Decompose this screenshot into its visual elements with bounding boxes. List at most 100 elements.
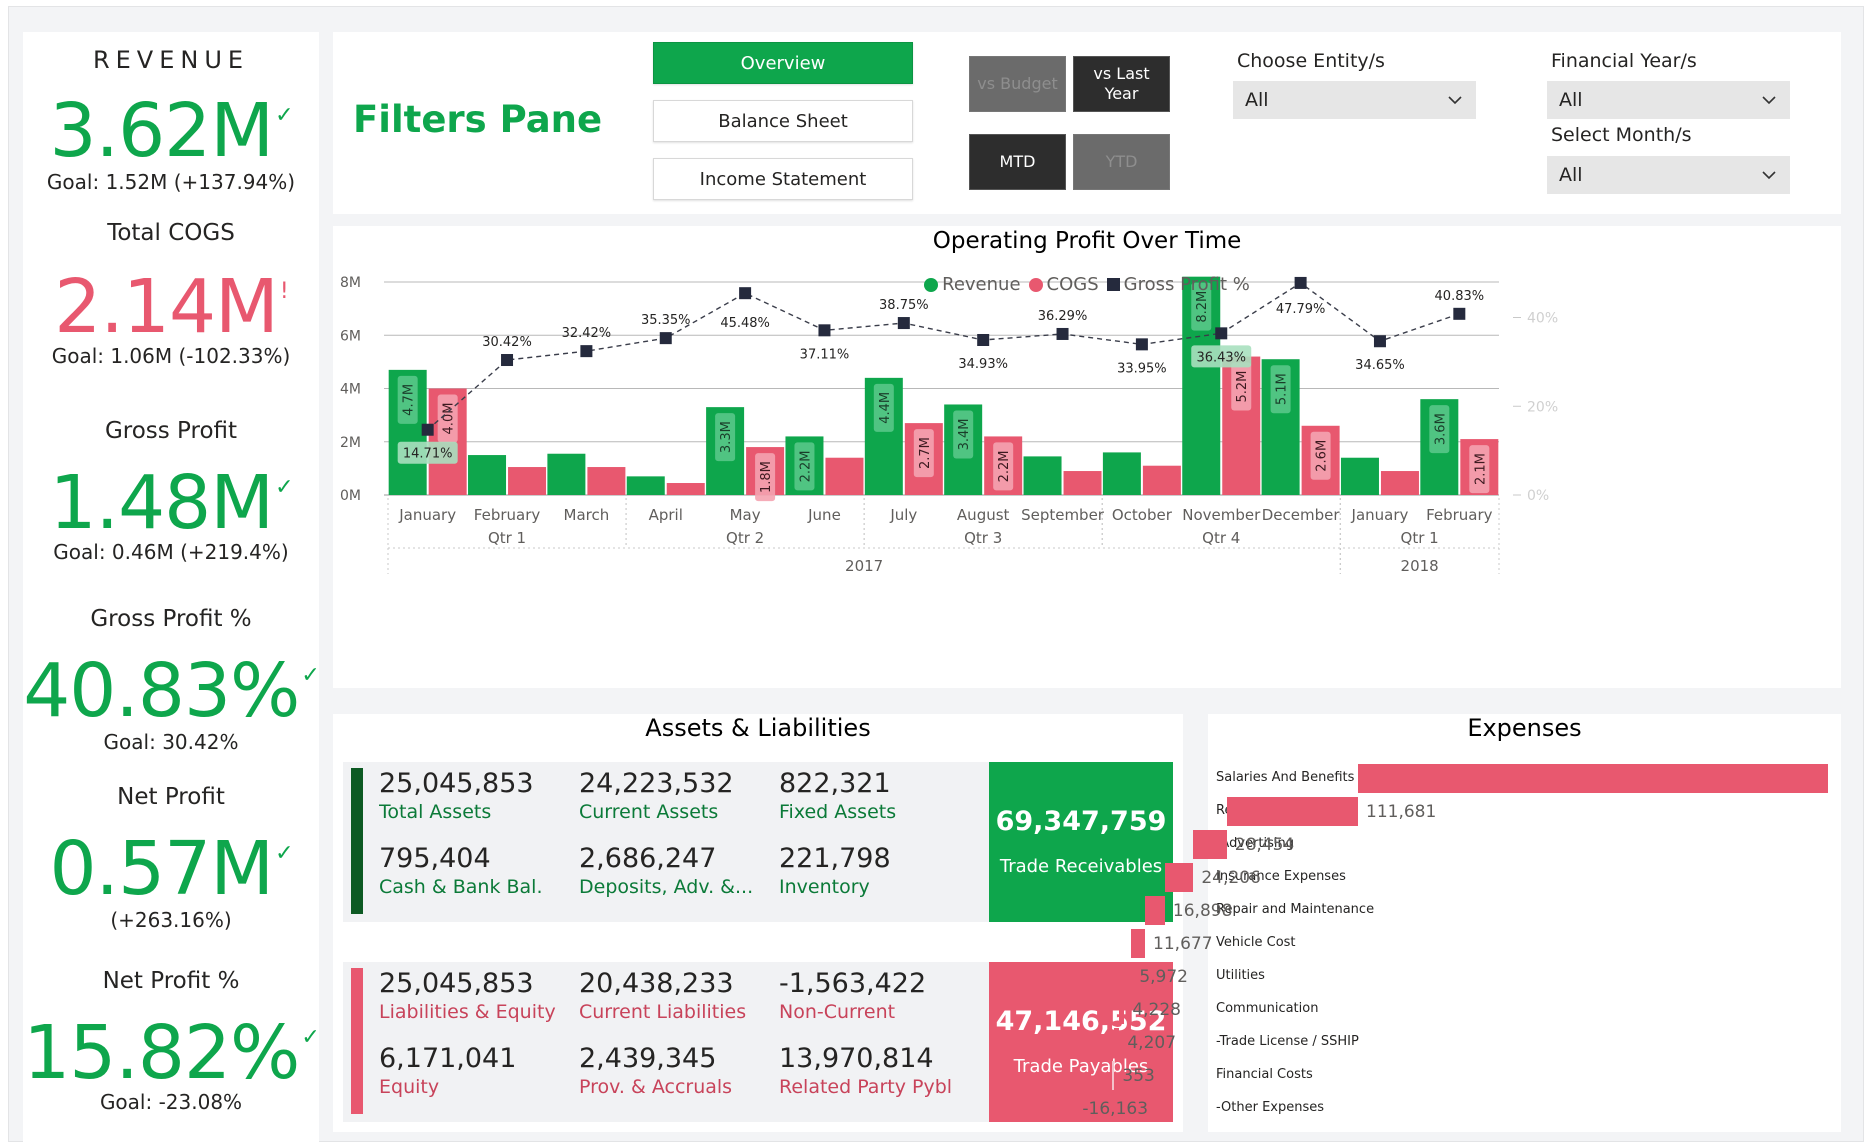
operating-profit-chart: 0M 2M 4M 6M 8M 0% 20% 40% 4.7M 4.0M 3.3M 1.8M 2.2M 4.… (333, 226, 1841, 688)
expense-bar (1114, 1028, 1120, 1057)
y-axis-tick-label: 8M (340, 275, 361, 291)
provisions-accruals-value: 2,439,345 (579, 1043, 717, 1074)
inventory-value: 221,798 (779, 843, 891, 874)
balance-sheet-button[interactable]: Balance Sheet (653, 100, 913, 142)
expense-label: Communication (1216, 1001, 1319, 1016)
revenue-data-label-bg (953, 410, 974, 459)
revenue-data-label-bg (397, 375, 418, 424)
check-icon: ✓ (275, 475, 293, 500)
gross-profit-pct-label: 40.83% (1435, 289, 1485, 304)
x-axis-month-label: May (730, 506, 761, 524)
legend-gross-profit-pct[interactable]: Gross Profit % (1106, 274, 1250, 295)
kpi-revenue-value: 3.62M✓ (49, 88, 293, 174)
kpi-revenue-goal: Goal: 1.52M (+137.94%) (46, 170, 296, 194)
expense-row[interactable]: Communication 4,228 (1119, 993, 1841, 1026)
trade-receivables-value: 69,347,759 (995, 806, 1167, 837)
revenue-data-label: 3.4M (957, 419, 972, 451)
chart-title: Operating Profit Over Time (932, 228, 1242, 254)
cogs-data-label-bg (993, 442, 1014, 491)
kpi-gross-profit-pct-title: Gross Profit % (90, 606, 252, 632)
revenue-data-label-bg (1191, 282, 1212, 331)
month-dropdown[interactable]: All (1547, 156, 1790, 194)
cash-bank-value: 795,404 (379, 843, 491, 874)
expense-row[interactable]: -Other Expenses -16,163 (1082, 1092, 1841, 1125)
entity-dropdown[interactable]: All (1233, 81, 1476, 119)
x-axis-month-label: August (957, 506, 1010, 524)
legend-gross-profit-pct-swatch (1106, 278, 1120, 291)
expense-row[interactable]: Financial Costs 353 (1112, 1059, 1841, 1092)
kpi-net-profit-pct-value: 15.82%✓ (23, 1010, 320, 1096)
expense-row[interactable]: Utilities 5,972 (1124, 960, 1841, 993)
expense-row[interactable]: -Trade License / SSHIP 4,207 (1114, 1026, 1841, 1059)
expense-label: Financial Costs (1216, 1067, 1313, 1082)
kpi-net-profit-value: 0.57M✓ (49, 826, 293, 912)
expense-row[interactable]: Insurance Expenses 24,206 (1164, 861, 1841, 894)
gross-profit-pct-point (1135, 338, 1148, 351)
gross-profit-pct-label: 32.42% (562, 326, 612, 341)
expense-bar (1124, 962, 1132, 991)
gross-profit-pct-label: 45.48% (720, 316, 770, 331)
legend-cogs[interactable]: COGS (1028, 274, 1099, 295)
legend-revenue[interactable]: Revenue (924, 274, 1021, 295)
y-axis-tick-label: 4M (340, 382, 361, 398)
cogs-data-label: 2.7M (918, 437, 933, 469)
expense-value: 16,898 (1172, 901, 1233, 921)
mtd-toggle[interactable]: MTD (969, 134, 1066, 190)
cogs-data-label-bg (913, 429, 934, 478)
x-axis-quarter-label: Qtr 3 (964, 529, 1002, 547)
gross-profit-pct-label: 33.95% (1117, 361, 1167, 376)
x-axis-month-label: September (1021, 506, 1105, 524)
kpi-gross-profit-pct-value: 40.83%✓ (23, 648, 320, 734)
revenue-bar (1102, 452, 1141, 495)
trade-payables-value: 47,146,552 (995, 1006, 1167, 1037)
non-current-label: Non-Current (779, 1001, 896, 1023)
cogs-bar (508, 467, 547, 495)
kpi-net-profit-pct-title: Net Profit % (102, 968, 240, 994)
vs-last-year-toggle[interactable]: vs Last Year (1073, 56, 1170, 112)
deposits-value: 2,686,247 (579, 843, 717, 874)
provisions-accruals: 2,439,345 Prov. & Accruals (579, 1043, 779, 1099)
gross-profit-pct-label: 36.43% (1196, 350, 1246, 365)
check-icon: ✓ (275, 103, 293, 128)
kpi-revenue-title: REVENUE (92, 46, 250, 74)
chevron-down-icon (1762, 96, 1776, 105)
total-assets-label: Total Assets (379, 801, 492, 823)
expense-row[interactable]: Rent Expenses111,681 (1208, 795, 1841, 828)
revenue-data-label: 3.6M (1433, 413, 1448, 445)
expense-row[interactable]: -Advertising 28,454 (1193, 828, 1841, 861)
cogs-data-label: 2.6M (1315, 440, 1330, 472)
vs-budget-toggle[interactable]: vs Budget (969, 56, 1066, 112)
expense-label: Insurance Expenses (1216, 869, 1346, 884)
gross-profit-pct-label: 30.42% (482, 335, 532, 350)
filters-pane-title: Filters Pane (353, 98, 603, 141)
expense-row[interactable]: Salaries And Benefits (1208, 762, 1841, 795)
year-dropdown[interactable]: All (1547, 81, 1790, 119)
check-icon: ✓ (301, 1025, 319, 1050)
y2-axis-tick-label: 20% (1527, 399, 1558, 415)
overview-button[interactable]: Overview (653, 42, 913, 84)
expense-bar (1112, 1061, 1115, 1090)
legend-cogs-label: COGS (1046, 274, 1099, 295)
cogs-data-label-bg (1469, 445, 1490, 494)
y2-axis-tick-label: 0% (1527, 488, 1549, 504)
expense-row[interactable]: Repair and Maintenance 16,898 (1145, 894, 1841, 927)
gross-profit-pct-point (977, 333, 990, 346)
legend-gross-profit-pct-label: Gross Profit % (1123, 274, 1250, 295)
gross-profit-pct-point (897, 317, 910, 330)
cogs-data-label: 1.8M (759, 461, 774, 493)
revenue-data-label: 2.2M (798, 450, 813, 482)
income-statement-button[interactable]: Income Statement (653, 158, 913, 200)
revenue-data-label-bg (1270, 365, 1291, 414)
expense-value: 4,228 (1132, 1000, 1181, 1020)
assets-liabilities-panel: Assets & Liabilities 25,045,853 Total Ass… (333, 714, 1183, 1132)
ytd-toggle[interactable]: YTD (1073, 134, 1170, 190)
cogs-data-label-bg (755, 453, 776, 502)
chevron-down-icon (1448, 96, 1462, 105)
expense-bar (1358, 764, 1828, 793)
fixed-assets: 822,321 Fixed Assets (779, 768, 979, 824)
cogs-data-label-bg (1310, 431, 1331, 480)
x-axis-year-label: 2018 (1401, 557, 1439, 575)
year-dropdown-value: All (1559, 89, 1583, 111)
expense-row[interactable]: Vehicle Cost 11,677 (1131, 927, 1841, 960)
expense-label: Repair and Maintenance (1216, 902, 1375, 917)
